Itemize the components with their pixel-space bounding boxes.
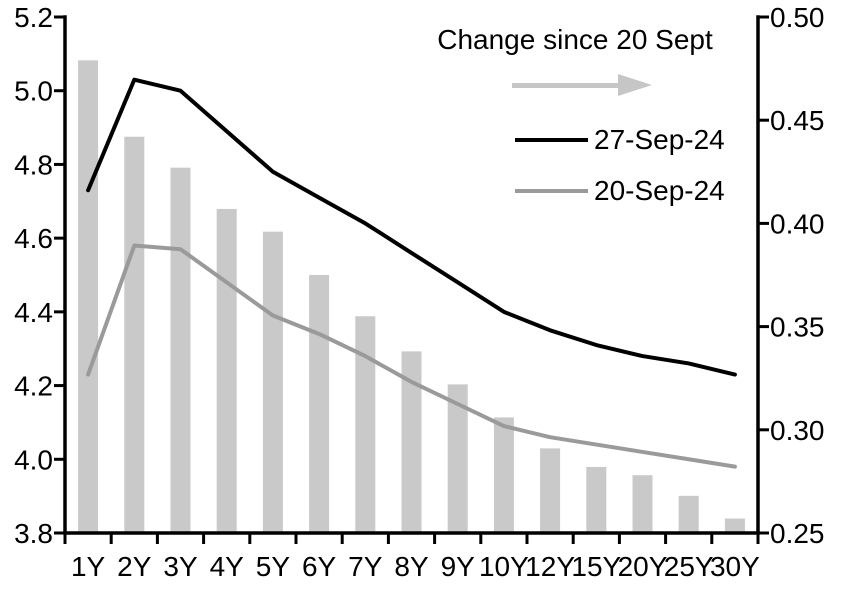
bar-12Y	[540, 448, 561, 533]
x-axis-label-2Y: 2Y	[117, 551, 152, 582]
bar-30Y	[724, 518, 745, 533]
left-axis-label-4.6: 4.6	[14, 223, 53, 254]
bar-2Y	[124, 136, 145, 533]
x-axis-label-12Y: 12Y	[525, 551, 575, 582]
legend-swatch-27-sep	[515, 138, 588, 142]
right-axis-label-0.35: 0.35	[770, 312, 825, 343]
x-axis-label-6Y: 6Y	[302, 551, 337, 582]
bar-7Y	[355, 316, 376, 533]
arrow-head	[618, 74, 652, 96]
axis-frame	[63, 15, 760, 535]
legend-swatch-20-sep	[515, 189, 588, 193]
x-axis-label-4Y: 4Y	[210, 551, 245, 582]
left-axis-label-5.0: 5.0	[14, 76, 53, 107]
left-axis-label-4.2: 4.2	[14, 371, 53, 402]
arrow-shaft	[512, 82, 620, 88]
change-arrow-icon	[512, 74, 652, 96]
bar-15Y	[586, 466, 607, 533]
legend-label-27-sep: 27-Sep-24	[594, 124, 725, 155]
bar-5Y	[262, 231, 283, 533]
bar-4Y	[216, 208, 237, 533]
left-axis-label-5.2: 5.2	[14, 2, 53, 33]
left-axis-label-3.8: 3.8	[14, 518, 53, 549]
left-axis-label-4.8: 4.8	[14, 149, 53, 180]
left-axis-label-4.4: 4.4	[14, 297, 53, 328]
bar-6Y	[309, 275, 330, 533]
x-axis-label-30Y: 30Y	[710, 551, 760, 582]
bar-25Y	[678, 495, 699, 533]
x-axis-label-7Y: 7Y	[348, 551, 383, 582]
right-axis-label-0.45: 0.45	[770, 105, 825, 136]
bar-9Y	[447, 384, 468, 533]
x-axis-label-3Y: 3Y	[163, 551, 198, 582]
bar-8Y	[401, 351, 422, 533]
x-axis-label-5Y: 5Y	[256, 551, 291, 582]
left-axis-label-4.0: 4.0	[14, 444, 53, 475]
right-axis-label-0.40: 0.40	[770, 208, 825, 239]
right-axis-label-0.30: 0.30	[770, 415, 825, 446]
line-27-sep-24	[86, 77, 737, 377]
line-20-sep-24	[86, 243, 737, 469]
x-axis-label-10Y: 10Y	[479, 551, 529, 582]
legend-title: Change since 20 Sept	[437, 24, 713, 55]
bar-3Y	[170, 167, 191, 533]
bar-1Y	[78, 60, 99, 534]
x-axis-label-9Y: 9Y	[441, 551, 476, 582]
legend-label-20-sep: 20-Sep-24	[594, 175, 725, 206]
x-axis-label-15Y: 15Y	[571, 551, 621, 582]
right-axis-label-0.25: 0.25	[770, 518, 825, 549]
x-axis-label-25Y: 25Y	[664, 551, 714, 582]
bar-20Y	[632, 475, 653, 533]
bar-10Y	[493, 417, 514, 533]
x-axis-label-1Y: 1Y	[71, 551, 106, 582]
x-axis-label-20Y: 20Y	[618, 551, 668, 582]
right-axis-label-0.50: 0.50	[770, 2, 825, 33]
x-axis-label-8Y: 8Y	[394, 551, 429, 582]
